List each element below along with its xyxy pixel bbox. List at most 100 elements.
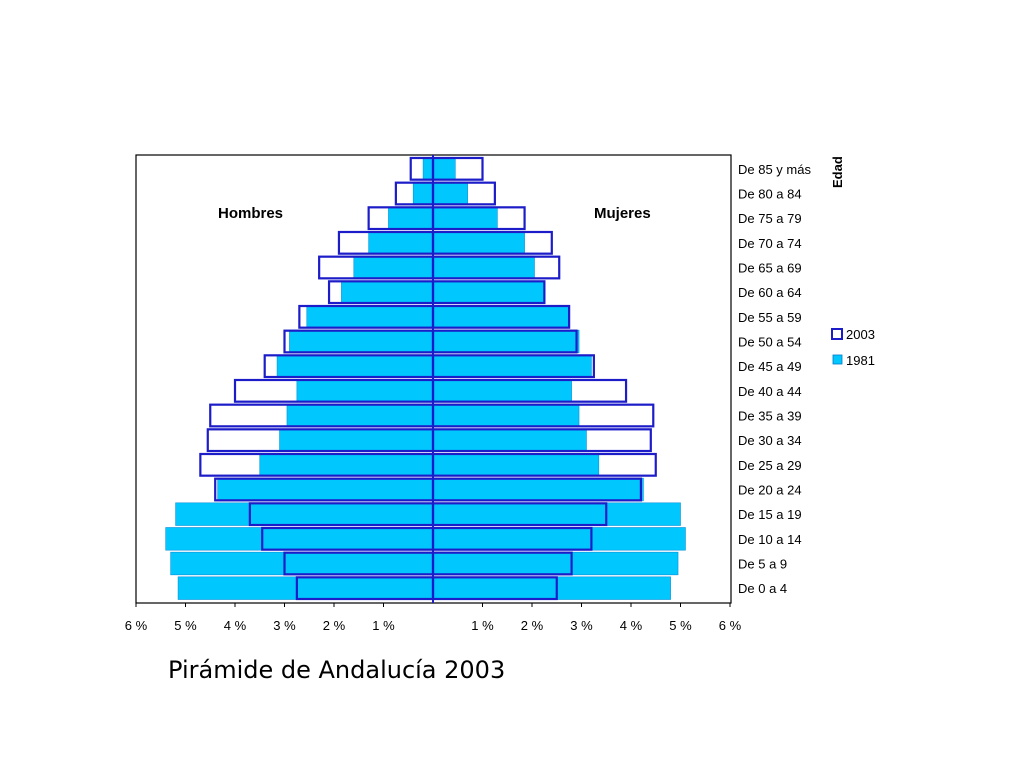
bar-1981-hombres [296,379,434,403]
bar-1981-mujeres [432,231,525,255]
bar-1981-hombres [341,280,434,304]
age-label: De 70 a 74 [738,236,802,251]
age-label: De 55 a 59 [738,310,802,325]
bar-2003-mujeres-gap [455,158,483,180]
age-label: De 75 a 79 [738,211,802,226]
x-tick-label: 4 % [620,618,643,633]
age-label: De 65 a 69 [738,261,802,276]
chart-caption: Pirámide de Andalucía 2003 [168,656,506,684]
mujeres-label: Mujeres [594,205,651,222]
bar-2003-hombres-gap [210,404,287,427]
bar-2003-mujeres-gap [591,355,594,377]
bar-1981-hombres [353,255,434,280]
bar-1981-mujeres [432,477,644,502]
legend-label-1981: 1981 [846,353,875,368]
bar-1981-hombres [165,527,434,551]
hombres-label: Hombres [218,205,283,222]
x-tick-label: 5 % [669,618,692,633]
x-tick-label: 3 % [273,618,296,633]
bar-1981-hombres [388,206,434,230]
bar-2003-hombres-gap [338,232,369,254]
age-group-labels: De 85 y más De 80 a 84 De 75 a 79 De 70 a 7… [738,162,811,596]
bar-2003-mujeres-gap [579,404,654,427]
bar-1981-mujeres [432,329,580,354]
bar-1981-hombres [306,305,434,329]
x-tick-label: 6 % [125,618,148,633]
x-tick-label: 1 % [471,618,494,633]
bar-1981-mujeres [432,206,498,230]
bar-2003-hombres-gap [207,429,280,451]
bar-2003-hombres-gap [235,380,297,402]
bar-1981-mujeres [432,551,679,576]
bar-1981-mujeres [432,305,570,329]
bar-1981-mujeres [432,379,572,403]
age-label: De 30 a 34 [738,433,802,448]
bar-2003-mujeres-gap [571,380,627,402]
bar-2003-hombres-gap [264,355,278,377]
bar-2003-mujeres-gap [524,232,552,254]
age-label: De 20 a 24 [738,483,802,498]
bar-1981-mujeres [432,157,456,181]
y-axis-title: Edad [830,156,845,188]
bar-1981-hombres [279,428,434,452]
x-tick-label: 2 % [521,618,544,633]
bar-1981-mujeres [432,502,681,526]
x-tick-label: 1 % [372,618,395,633]
legend-swatch-1981 [832,354,843,365]
bar-2003-hombres-gap [299,306,307,328]
age-label: De 60 a 64 [738,285,802,300]
bar-1981-mujeres [432,576,671,600]
bar-1981-hombres [422,157,434,181]
age-label: De 80 a 84 [738,187,802,202]
bar-1981-hombres [368,231,434,255]
legend-label-2003: 2003 [846,327,875,342]
bar-2003-mujeres-gap [598,454,656,476]
bar-1981-mujeres [432,453,600,477]
bar-1981-mujeres [432,280,545,304]
age-label: De 45 a 49 [738,359,802,374]
x-tick-label: 6 % [719,618,742,633]
x-tick-label: 4 % [224,618,247,633]
age-label: De 0 a 4 [738,581,787,596]
bar-2003-hombres-gap [215,478,218,501]
age-label: De 40 a 44 [738,384,802,399]
bar-1981-mujeres [432,403,580,428]
bar-2003-hombres-gap [395,182,414,205]
bar-2003-mujeres-gap [467,182,495,205]
x-tick-label: 3 % [570,618,593,633]
bar-2003-hombres-gap [319,256,354,279]
bar-1981-hombres [217,477,434,502]
age-label: De 35 a 39 [738,409,802,424]
bar-2003-mujeres-gap [586,429,651,451]
age-label: De 15 a 19 [738,507,802,522]
bar-1981-mujeres [432,527,686,551]
age-label: De 25 a 29 [738,458,802,473]
series-1981-bars [165,157,686,600]
age-label: De 85 y más [738,162,811,177]
bar-1981-hombres [175,502,434,526]
bar-2003-hombres-gap [410,158,424,180]
bar-1981-hombres [276,354,434,378]
bar-1981-hombres [177,576,434,600]
bar-2003-mujeres-gap [497,207,525,229]
bar-2003-mujeres-gap [534,256,560,279]
age-label: De 10 a 14 [738,532,802,547]
bar-1981-hombres [259,453,434,477]
bar-1981-mujeres [432,428,587,452]
legend-swatch-2003 [831,328,843,340]
bar-2003-hombres-gap [200,454,260,476]
bar-1981-mujeres [432,354,592,378]
age-label: De 50 a 54 [738,335,802,350]
x-tick-label: 5 % [174,618,197,633]
bar-2003-hombres-gap [368,207,389,229]
bar-1981-hombres [170,551,434,576]
legend: 2003 1981 [831,327,875,368]
bar-2003-hombres-gap [329,281,342,303]
bar-1981-hombres [289,329,434,354]
bar-1981-mujeres [432,181,468,206]
bar-2003-hombres-gap [284,330,290,353]
bar-1981-hombres [412,181,434,206]
bar-1981-mujeres [432,255,535,280]
bar-1981-hombres [286,403,434,428]
